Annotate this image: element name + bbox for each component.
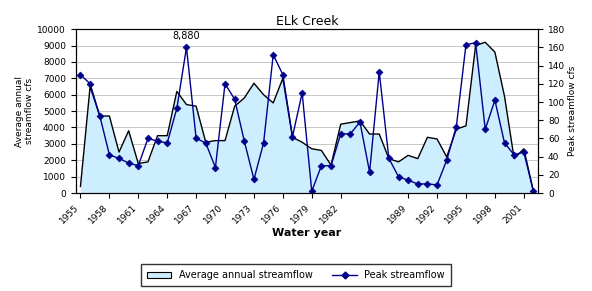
Y-axis label: Peak streamflow cfs: Peak streamflow cfs [568, 66, 577, 156]
Text: 8,880: 8,880 [172, 31, 200, 41]
Y-axis label: Average annual
streamflow cfs: Average annual streamflow cfs [15, 76, 34, 147]
Legend: Average annual streamflow, Peak streamflow: Average annual streamflow, Peak streamfl… [141, 265, 451, 286]
Title: ELk Creek: ELk Creek [276, 15, 338, 28]
X-axis label: Water year: Water year [272, 228, 342, 238]
